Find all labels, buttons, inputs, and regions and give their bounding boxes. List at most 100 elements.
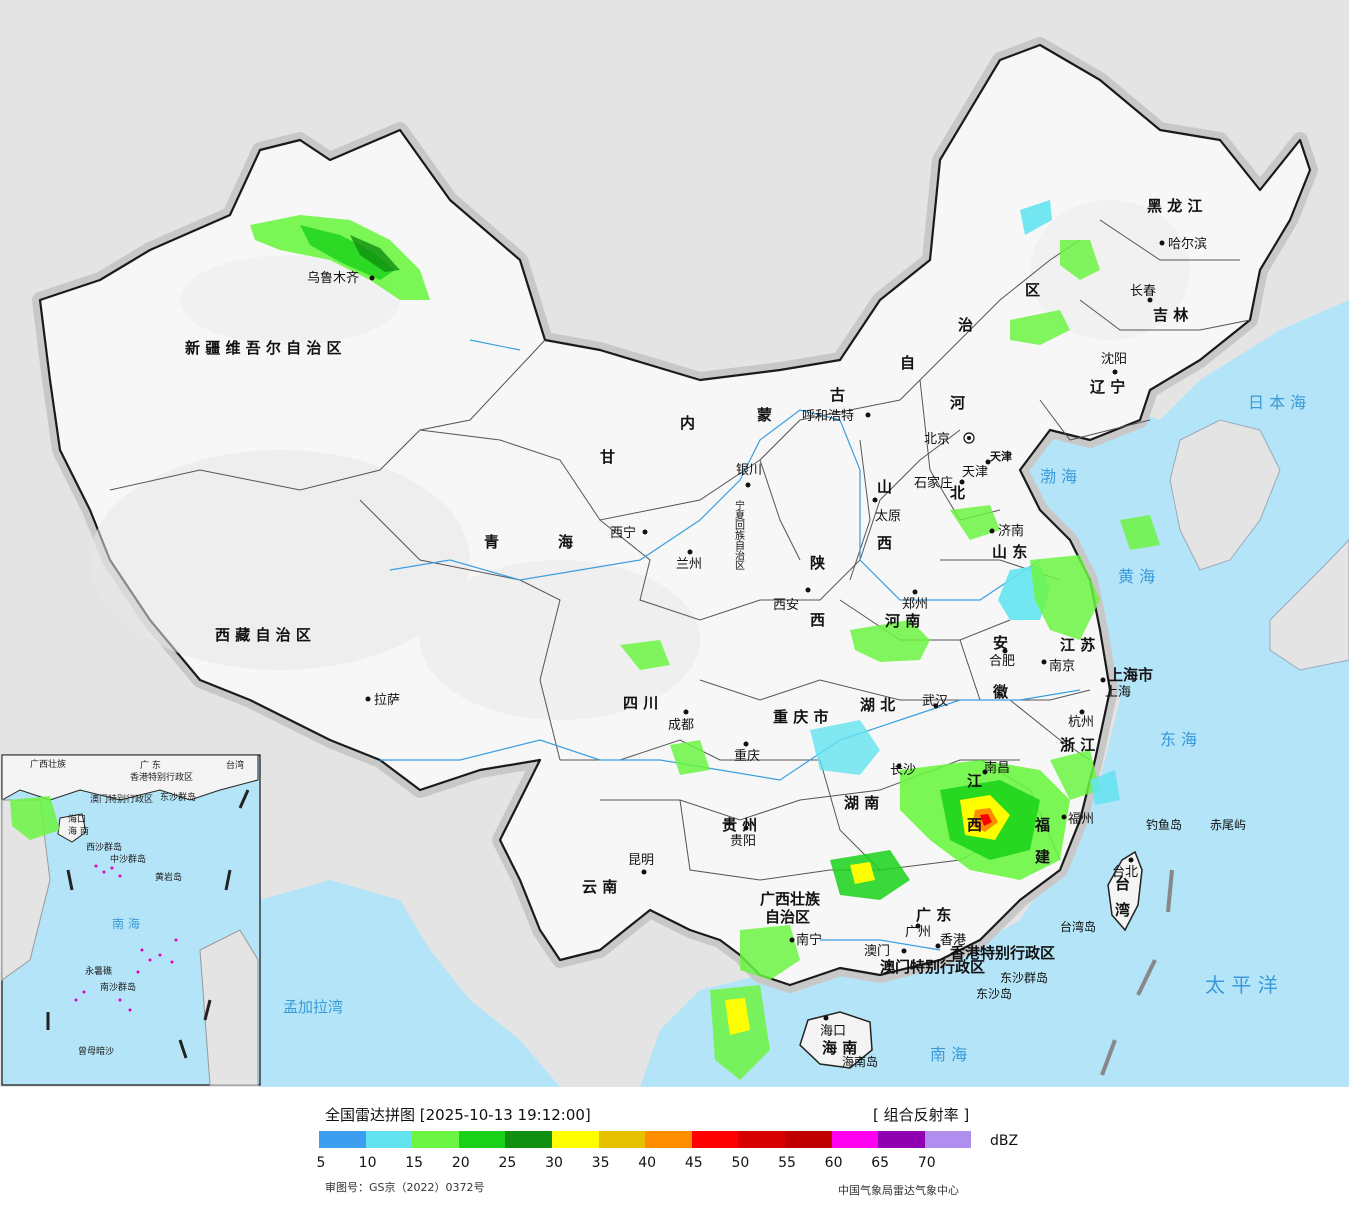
label-jiangsu: 江 苏 xyxy=(1060,636,1095,654)
city-dot-nanchang xyxy=(982,769,988,775)
scale-tick-label: 20 xyxy=(451,1155,470,1171)
label-hunan: 湖 南 xyxy=(844,794,879,812)
radar-echoes xyxy=(250,200,1160,1080)
city-zhengzhou: 郑州 xyxy=(902,597,928,612)
label-jiangxi-2: 西 xyxy=(967,816,982,834)
label-shaanxi-1: 陕 xyxy=(810,554,825,572)
rivers xyxy=(380,339,1081,951)
city-hangzhou: 杭州 xyxy=(1068,715,1094,730)
label-hainan: 海 南 xyxy=(822,1039,857,1057)
label-neimenggu-1: 内 xyxy=(680,414,695,432)
city-jinan: 济南 xyxy=(998,523,1024,539)
island-dongsha: 东沙岛 xyxy=(976,986,1012,1001)
agency-name: 中国气象局雷达气象中心 xyxy=(838,1184,959,1197)
city-dot-harbin xyxy=(1159,240,1165,246)
label-zhejiang: 浙 江 xyxy=(1060,736,1095,754)
island-chiwei: 赤尾屿 xyxy=(1210,818,1246,832)
maritime-boundary xyxy=(1100,869,1174,1076)
label-fujian-2: 建 xyxy=(1035,848,1051,866)
city-hongkong: 香港 xyxy=(940,933,966,948)
city-shenyang: 沈阳 xyxy=(1101,352,1127,367)
label-neimenggu-3: 古 xyxy=(830,386,845,404)
label-anhui-1: 安 xyxy=(993,634,1008,652)
city-nanchang: 南昌 xyxy=(984,760,1010,776)
sea-nanhai: 南 海 xyxy=(930,1045,967,1064)
capital-marker xyxy=(963,432,975,444)
city-dot-fuzhou xyxy=(1061,814,1067,820)
svg-text:海 南: 海 南 xyxy=(68,825,89,837)
city-dot-beijing xyxy=(967,436,971,440)
svg-text:西沙群岛: 西沙群岛 xyxy=(86,841,122,853)
scale-swatch xyxy=(551,1131,599,1148)
scale-tick-label: 70 xyxy=(917,1155,936,1171)
city-dot-hefei xyxy=(1002,648,1008,654)
legend-product: [ 组合反射率 ] xyxy=(873,1106,970,1124)
svg-text:黄岩岛: 黄岩岛 xyxy=(155,871,182,883)
city-dot-yinchuan xyxy=(745,482,751,488)
svg-text:香港特别行政区: 香港特别行政区 xyxy=(130,771,193,783)
city-dot-chengdu xyxy=(683,709,689,715)
island-hainan: 海南岛 xyxy=(842,1054,878,1069)
scale-swatch xyxy=(924,1131,972,1148)
city-shanghai: 上海 xyxy=(1105,685,1131,700)
label-neimenggu-6: 区 xyxy=(1025,281,1040,299)
hainan-land xyxy=(799,1011,873,1069)
island-labels: 钓鱼岛 赤尾屿 东沙群岛 东沙岛 海南岛 台湾岛 xyxy=(842,817,1246,1069)
city-dot-xian xyxy=(805,587,811,593)
sea-taiping: 太 平 洋 xyxy=(1205,973,1278,997)
city-dot-hohhot xyxy=(865,412,871,418)
label-jiangxi-1: 江 xyxy=(967,772,982,790)
city-dot-shijiazhuang xyxy=(959,479,965,485)
label-hebei-2: 北 xyxy=(950,484,965,502)
scale-swatch xyxy=(784,1131,832,1148)
sea-mengjiala: 孟加拉湾 xyxy=(283,998,343,1016)
province-boundaries xyxy=(109,219,1251,881)
svg-text:广 东: 广 东 xyxy=(140,759,161,771)
scale-tick-label: 55 xyxy=(778,1155,796,1171)
south-china-sea-inset: 广西壮族 广 东 台湾 香港特别行政区 澳门特别行政区 东沙群岛 海口 海 南 … xyxy=(1,754,261,1086)
city-dot-shenyang xyxy=(1112,369,1118,375)
color-scale-bar xyxy=(319,1131,972,1148)
label-shanghai: 上海市 xyxy=(1108,666,1153,684)
province-labels: 新 疆 维 吾 尔 自 治 区 西 藏 自 治 区 青 海 甘 内 蒙 古 自 … xyxy=(185,197,1202,1057)
city-yinchuan: 银川 xyxy=(736,463,762,478)
scale-swatch xyxy=(319,1131,366,1148)
label-neimenggu-2: 蒙 xyxy=(757,406,772,424)
label-qinghai-2: 海 xyxy=(558,533,573,551)
city-dot-hangzhou xyxy=(1079,709,1085,715)
city-dot-taibei xyxy=(1128,857,1134,863)
sea-riben: 日 本 海 xyxy=(1248,393,1306,412)
scale-swatch xyxy=(412,1131,459,1148)
label-gansu: 甘 xyxy=(600,448,615,466)
island-taiwan: 台湾岛 xyxy=(1060,919,1096,934)
city-dot-changchun xyxy=(1147,297,1153,303)
label-hebei-1: 河 xyxy=(950,394,965,412)
label-heilongjiang: 黑 龙 江 xyxy=(1147,197,1202,215)
legend-title: 全国雷达拼图 [2025-10-13 19:12:00] xyxy=(325,1106,591,1124)
city-dot-lanzhou xyxy=(687,549,693,555)
radar-map: 新 疆 维 吾 尔 自 治 区 西 藏 自 治 区 青 海 甘 内 蒙 古 自 … xyxy=(0,0,1349,1087)
korea-japan-land xyxy=(1169,419,1281,571)
label-hubei: 湖 北 xyxy=(860,696,895,714)
city-dot-haikou xyxy=(823,1015,829,1021)
scale-tick-label: 65 xyxy=(871,1155,890,1171)
svg-text:南 海: 南 海 xyxy=(112,916,140,931)
city-dot-macau xyxy=(901,948,907,954)
city-dot-taiyuan xyxy=(872,497,878,503)
scale-tick-label: 15 xyxy=(405,1155,424,1171)
svg-text:台湾: 台湾 xyxy=(226,759,244,771)
city-urumqi: 乌鲁木齐 xyxy=(307,270,359,286)
city-macau: 澳门 xyxy=(864,943,890,959)
svg-text:曾母暗沙: 曾母暗沙 xyxy=(78,1045,114,1057)
city-lhasa: 拉萨 xyxy=(374,693,400,708)
city-guiyang: 贵阳 xyxy=(730,834,756,849)
label-xizang: 西 藏 自 治 区 xyxy=(215,626,311,644)
city-dot-guiyang xyxy=(743,825,749,831)
city-nanjing: 南京 xyxy=(1049,658,1075,674)
scale-tick-label: 5 xyxy=(316,1155,326,1171)
city-dot-zhengzhou xyxy=(912,589,918,595)
city-fuzhou: 福州 xyxy=(1068,812,1094,827)
city-hohhot: 呼和浩特 xyxy=(802,409,854,424)
svg-text:南沙群岛: 南沙群岛 xyxy=(100,981,136,993)
label-shanxi-1: 山 xyxy=(877,478,892,496)
